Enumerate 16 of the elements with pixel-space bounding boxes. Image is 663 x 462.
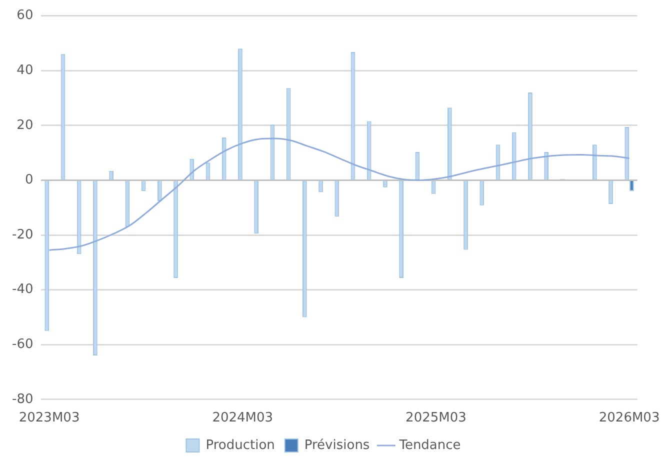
- x-tick-label: 2026M03: [598, 410, 660, 426]
- y-tick-label: 0: [24, 172, 34, 188]
- y-tick-label: -80: [12, 392, 34, 407]
- y-tick-label: -40: [12, 282, 34, 298]
- x-tick-label: 2023M03: [18, 410, 80, 426]
- y-tick-label: 20: [16, 118, 34, 133]
- legend-label: Tendance: [398, 438, 461, 453]
- x-tick-label: 2024M03: [212, 410, 274, 426]
- legend-label: Prévisions: [304, 438, 370, 453]
- y-tick-label: 60: [16, 8, 34, 24]
- line-series: [48, 138, 630, 251]
- y-tick-label: 40: [16, 62, 34, 78]
- legend-label: Production: [206, 438, 275, 453]
- y-tick-label: -60: [12, 336, 34, 352]
- y-tick-label: -20: [12, 227, 34, 242]
- x-tick-label: 2025M03: [406, 410, 466, 426]
